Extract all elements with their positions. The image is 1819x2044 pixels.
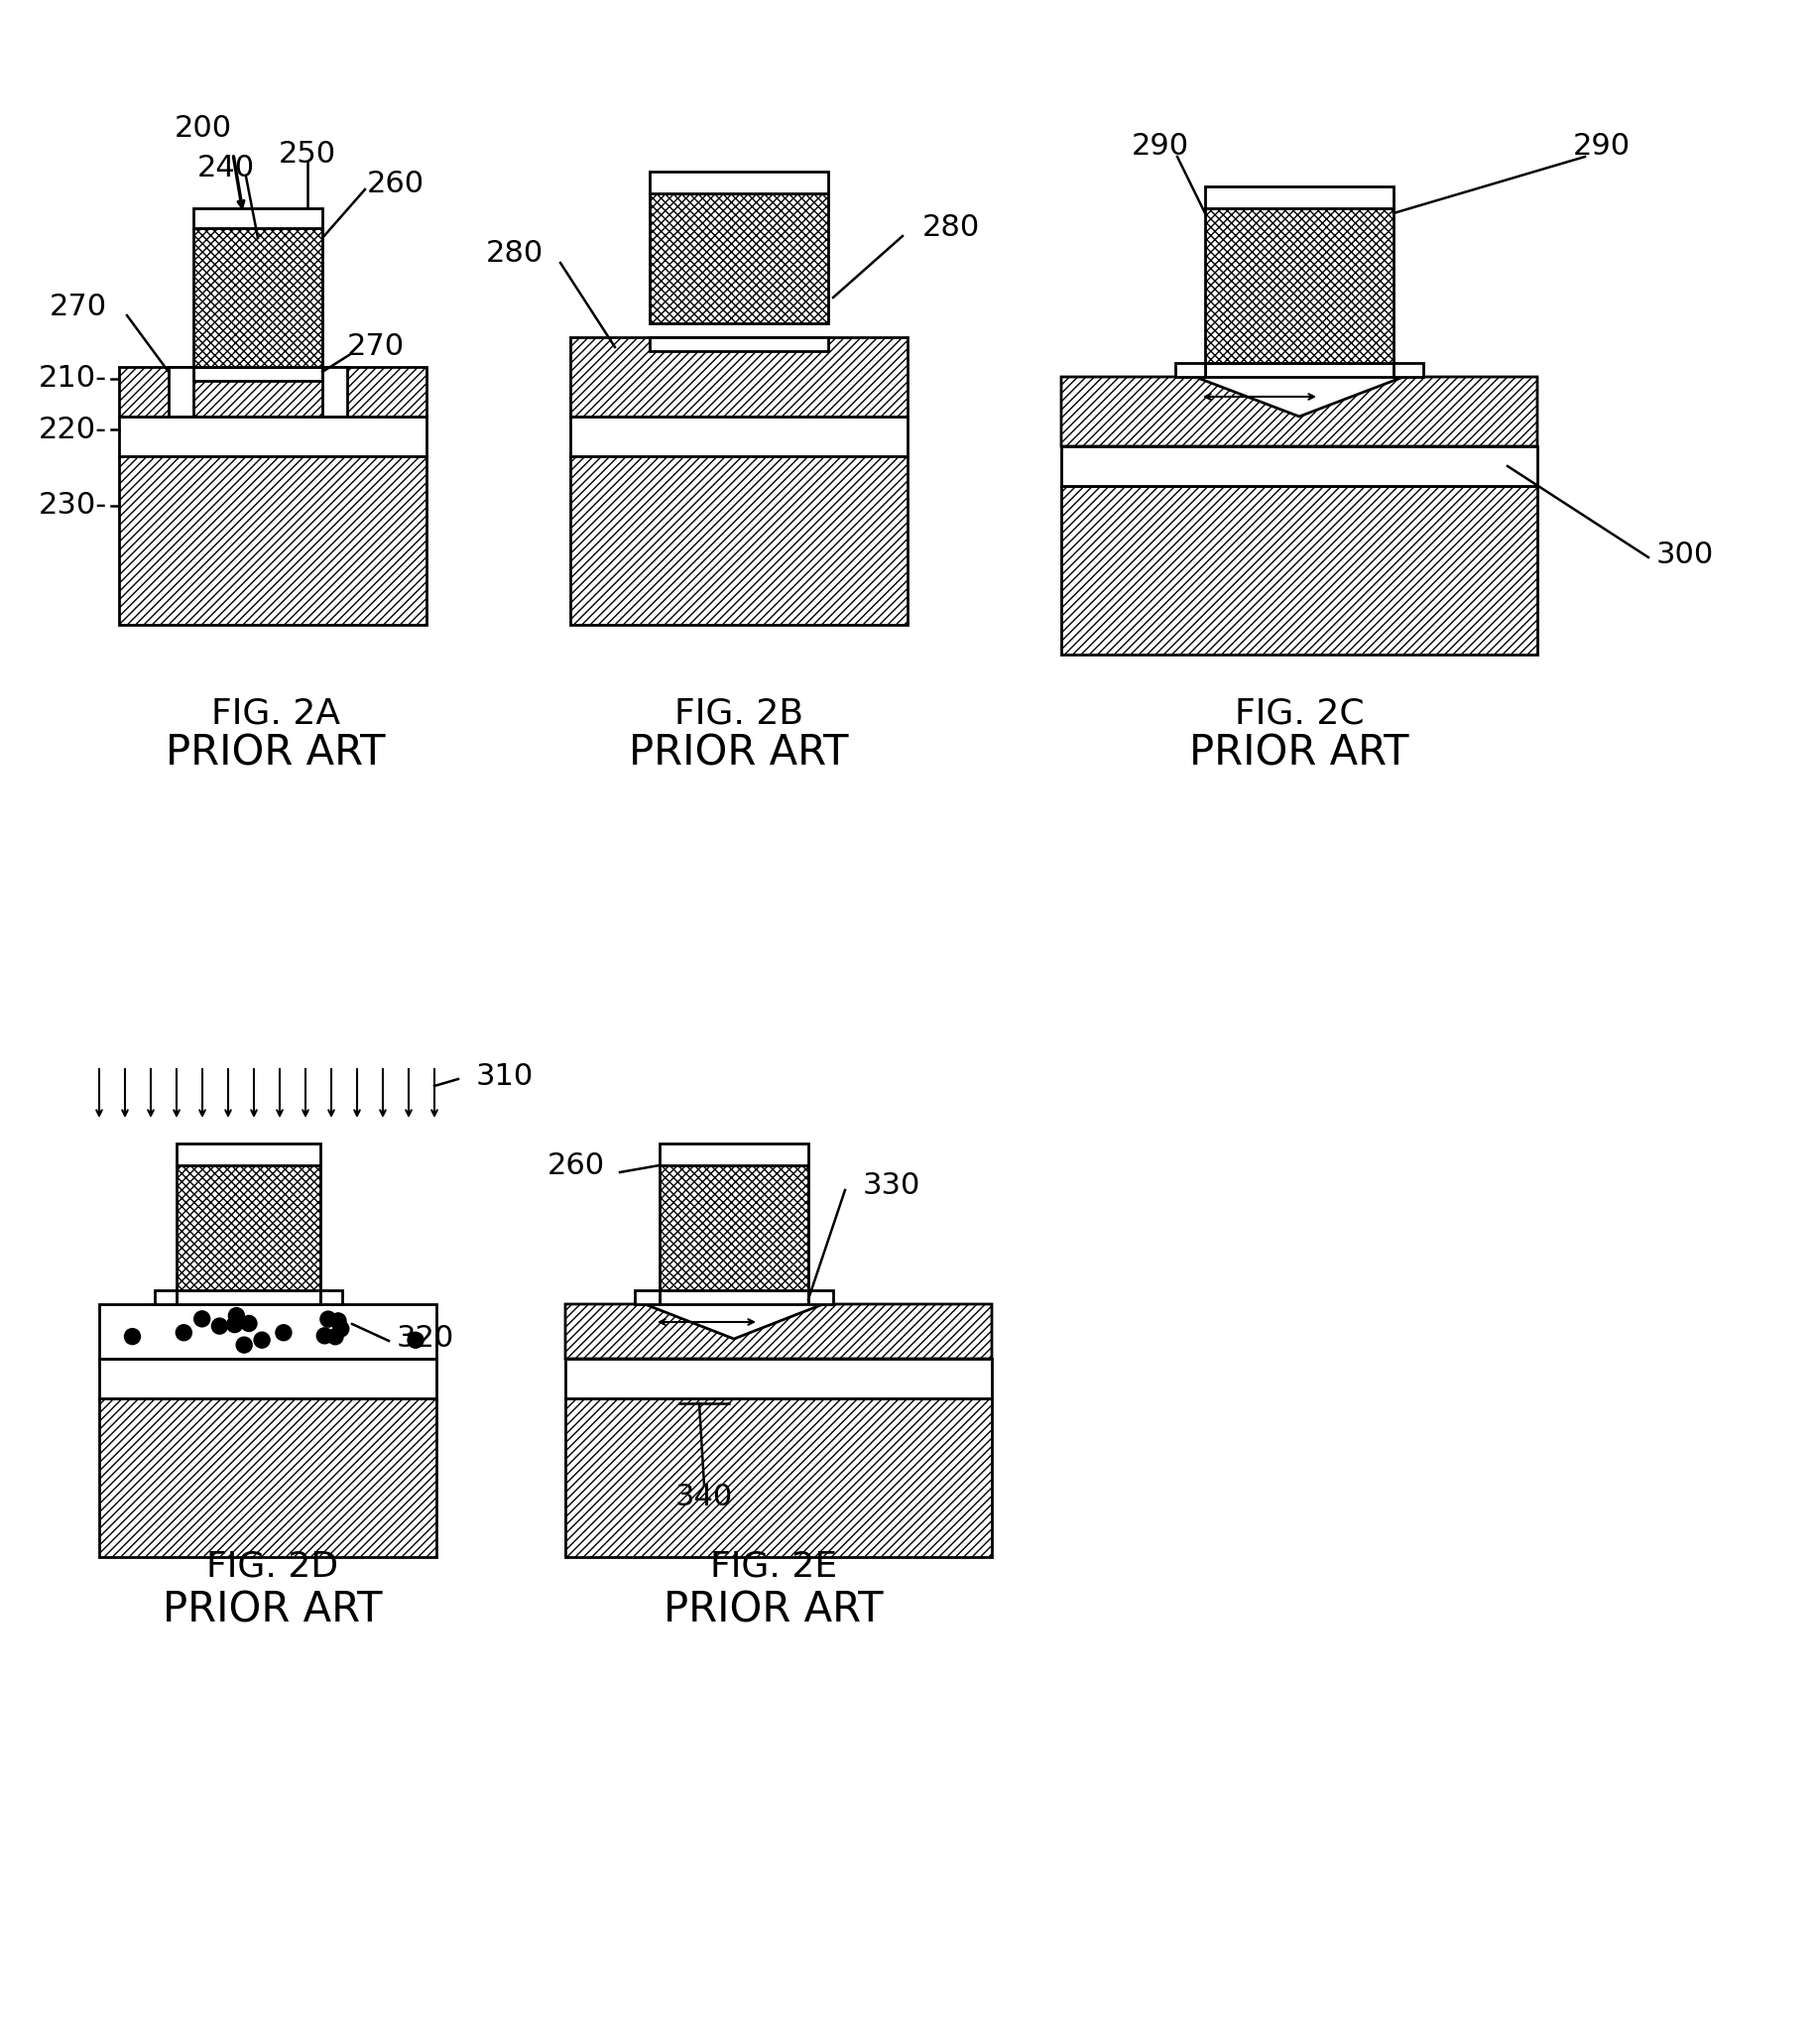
Text: PRIOR ART: PRIOR ART <box>629 734 849 775</box>
Text: 270: 270 <box>49 292 107 321</box>
Bar <box>566 1398 991 1558</box>
Text: 200: 200 <box>175 114 233 143</box>
Bar <box>1175 364 1204 376</box>
Circle shape <box>240 1316 256 1331</box>
Text: FIG. 2B: FIG. 2B <box>675 697 804 732</box>
Circle shape <box>317 1329 333 1343</box>
Bar <box>571 417 908 456</box>
Polygon shape <box>1060 376 1537 446</box>
Text: FIG. 2A: FIG. 2A <box>211 697 340 732</box>
Text: PRIOR ART: PRIOR ART <box>166 734 386 775</box>
Circle shape <box>124 1329 140 1345</box>
Bar <box>322 368 347 417</box>
Bar <box>571 337 908 417</box>
Bar <box>193 229 322 368</box>
Bar <box>1204 186 1393 208</box>
Text: FIG. 2E: FIG. 2E <box>709 1549 837 1584</box>
Bar <box>649 172 828 194</box>
Bar <box>649 194 828 323</box>
Text: 250: 250 <box>278 139 337 168</box>
Text: PRIOR ART: PRIOR ART <box>664 1588 884 1631</box>
Text: 340: 340 <box>675 1484 733 1513</box>
Circle shape <box>211 1318 227 1335</box>
Circle shape <box>331 1312 346 1329</box>
Bar <box>660 1143 808 1165</box>
Text: PRIOR ART: PRIOR ART <box>1190 734 1410 775</box>
Text: 260: 260 <box>548 1151 606 1179</box>
Bar <box>1060 446 1537 486</box>
Bar <box>808 1290 833 1304</box>
Text: 220-: 220- <box>38 415 107 444</box>
Circle shape <box>407 1333 424 1349</box>
Bar <box>660 1290 808 1304</box>
Text: 210-: 210- <box>38 364 107 392</box>
Bar <box>649 337 828 352</box>
Bar <box>1204 364 1393 376</box>
Bar <box>155 1290 176 1304</box>
Text: 320: 320 <box>397 1325 455 1353</box>
Text: 240: 240 <box>196 153 255 184</box>
Bar <box>1060 486 1537 654</box>
Text: 260: 260 <box>367 170 424 198</box>
Bar <box>193 368 322 380</box>
Bar <box>100 1359 437 1398</box>
Circle shape <box>195 1310 209 1327</box>
Circle shape <box>327 1329 344 1345</box>
Bar <box>118 417 426 456</box>
Text: 280: 280 <box>922 215 980 243</box>
Bar <box>100 1304 437 1359</box>
Bar <box>1204 208 1393 364</box>
Text: FIG. 2C: FIG. 2C <box>1235 697 1364 732</box>
Circle shape <box>333 1320 349 1337</box>
Circle shape <box>255 1333 269 1347</box>
Text: 290: 290 <box>1131 133 1190 161</box>
Bar <box>193 208 322 229</box>
Bar <box>320 1290 342 1304</box>
Bar <box>635 1290 660 1304</box>
Bar <box>176 1165 320 1290</box>
Text: 270: 270 <box>347 333 406 362</box>
Bar <box>566 1359 991 1398</box>
Bar <box>660 1165 808 1290</box>
Text: FIG. 2D: FIG. 2D <box>207 1549 338 1584</box>
Circle shape <box>276 1325 291 1341</box>
Text: 290: 290 <box>1573 133 1630 161</box>
Text: 300: 300 <box>1657 542 1713 570</box>
Bar <box>176 1290 320 1304</box>
Text: 310: 310 <box>477 1061 533 1089</box>
Bar <box>100 1398 437 1558</box>
Text: 280: 280 <box>486 239 544 268</box>
Circle shape <box>320 1310 337 1327</box>
Text: 230-: 230- <box>38 491 107 519</box>
Circle shape <box>229 1308 244 1325</box>
Bar <box>118 456 426 625</box>
Circle shape <box>227 1316 242 1333</box>
Circle shape <box>236 1337 253 1353</box>
Circle shape <box>176 1325 191 1341</box>
Bar <box>1393 364 1422 376</box>
Text: 330: 330 <box>862 1171 920 1200</box>
Bar <box>571 456 908 625</box>
Text: PRIOR ART: PRIOR ART <box>164 1588 382 1631</box>
Bar <box>176 1143 320 1165</box>
Bar <box>169 368 193 417</box>
Polygon shape <box>566 1304 991 1359</box>
Bar <box>118 368 426 417</box>
